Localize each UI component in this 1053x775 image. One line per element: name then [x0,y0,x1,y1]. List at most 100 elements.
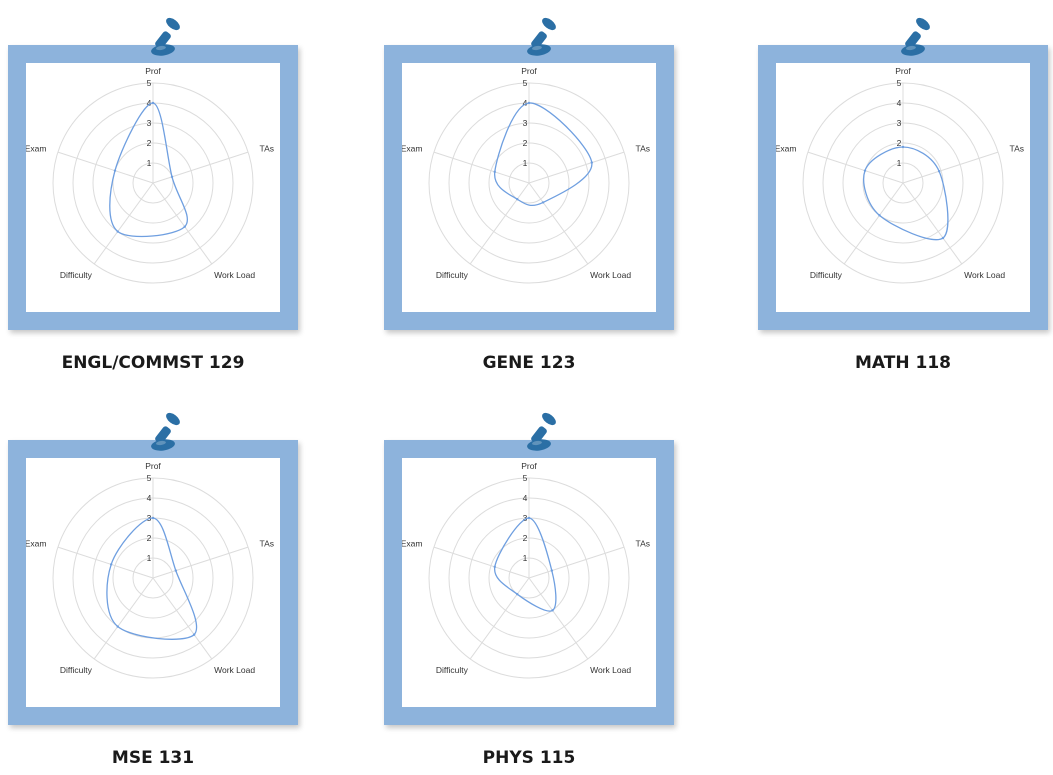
data-point-work-load [183,225,186,228]
tick-label: 1 [147,553,152,563]
grid-spoke [433,546,530,579]
chart-title: ENGL/COMMST 129 [61,353,245,373]
axis-label: Prof [521,461,537,471]
radar-grid [428,82,630,284]
card-frame: 1 2 3 4 5 Prof TAs Work Load Difficulty Exam [758,45,1048,330]
data-point-difficulty [116,625,119,628]
tick-label: 2 [147,533,152,543]
card-frame: 1 2 3 4 5 Prof TAs Work Load Difficulty Exam [8,45,298,330]
grid-spoke [433,151,530,184]
card-frame: 1 2 3 4 5 Prof TAs Work Load Difficulty Exam [384,440,674,725]
tick-label: 4 [147,98,152,108]
chart-title: PHYS 115 [482,748,576,768]
push-pin-icon [527,17,556,56]
data-point-exam [863,169,867,172]
axis-label: Difficulty [810,270,843,280]
tick-label: 4 [147,493,152,503]
grid-spoke [93,182,154,265]
grid-spoke [152,182,213,265]
axis-label: TAs [1010,143,1024,153]
series-line [109,102,188,238]
card-inner: 1 2 3 4 5 Prof TAs Work Load Difficulty Exam [26,458,280,707]
grid-spoke [57,151,154,184]
data-point-prof [151,516,155,520]
axis-label: TAs [260,538,274,548]
radar-grid [52,82,254,284]
card-inner: 1 2 3 4 5 Prof TAs Work Load Difficulty Exam [402,458,656,707]
axis-label: Difficulty [60,665,93,675]
data-point-work-load [541,201,545,204]
tick-label: 3 [523,513,528,523]
grid-spoke [469,182,530,265]
series-line [494,102,593,207]
axis-label: Exam [26,538,46,548]
tick-label: 5 [147,78,152,88]
tick-label: 2 [523,138,528,148]
tick-label: 4 [897,98,902,108]
data-point-exam [109,563,113,566]
data-point-tas [550,569,554,572]
grid-spoke [93,577,154,660]
data-point-tas [174,569,178,572]
grid-spoke [152,151,249,184]
axis-label: Prof [895,66,911,76]
radar-grid [52,477,254,679]
axis-label: Work Load [214,270,255,280]
data-point-tas [170,175,174,179]
data-point-work-load [551,609,554,612]
axis-label: TAs [636,143,650,153]
axis-label: Prof [145,461,161,471]
data-point-work-load [192,633,196,636]
axis-label: Exam [402,143,422,153]
tick-label: 4 [523,98,528,108]
axis-label: Prof [145,66,161,76]
tick-label: 1 [147,158,152,168]
grid-spoke [152,577,213,660]
axis-label: TAs [260,143,274,153]
data-point-difficulty [878,214,881,217]
grid-spoke [528,151,625,184]
grid-spoke [807,151,904,184]
data-point-exam [113,169,117,172]
axis-label: Difficulty [436,665,469,675]
series-line [106,517,198,640]
data-point-tas [590,161,593,164]
push-pin-icon [151,412,180,451]
card-frame: 1 2 3 4 5 Prof TAs Work Load Difficulty Exam [384,45,674,330]
push-pin-icon [527,412,556,451]
axis-label: Work Load [214,665,255,675]
data-point-difficulty [116,230,119,233]
tick-label: 2 [523,533,528,543]
axis-label: Prof [521,66,537,76]
tick-label: 1 [523,553,528,563]
axis-label: Exam [26,143,46,153]
grid-spoke [843,182,904,265]
series-line [863,146,949,241]
tick-label: 5 [523,78,528,88]
grid-spoke [902,151,999,184]
tick-label: 2 [147,138,152,148]
grid-spoke [902,182,963,265]
radar-grid [428,477,630,679]
card-inner: 1 2 3 4 5 Prof TAs Work Load Difficulty Exam [26,63,280,312]
axis-label: Difficulty [60,270,93,280]
grid-spoke [528,546,625,579]
grid-spoke [469,577,530,660]
chart-title: MSE 131 [111,748,195,768]
tick-label: 3 [523,118,528,128]
tick-label: 2 [897,138,902,148]
data-point-work-load [941,236,945,240]
data-point-prof [527,516,531,520]
chart-title: MATH 118 [855,353,951,373]
tick-label: 3 [897,118,902,128]
tick-label: 5 [147,473,152,483]
axis-label: Exam [402,538,422,548]
axis-label: Difficulty [436,270,469,280]
tick-label: 1 [523,158,528,168]
card-frame: 1 2 3 4 5 Prof TAs Work Load Difficulty Exam [8,440,298,725]
data-point-exam [493,170,496,174]
